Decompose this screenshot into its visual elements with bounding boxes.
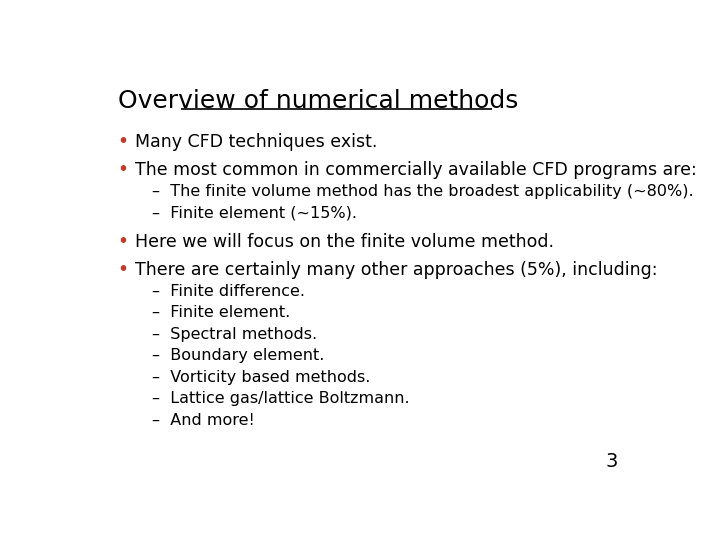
Text: –  The finite volume method has the broadest applicability (~80%).: – The finite volume method has the broad…: [152, 184, 693, 199]
Text: •: •: [117, 160, 128, 179]
Text: 3: 3: [606, 453, 618, 471]
Text: •: •: [117, 232, 128, 252]
Text: –  Finite element.: – Finite element.: [152, 305, 290, 320]
Text: –  Finite difference.: – Finite difference.: [152, 284, 305, 299]
Text: •: •: [117, 260, 128, 279]
Text: –  Spectral methods.: – Spectral methods.: [152, 327, 317, 342]
Text: –  And more!: – And more!: [152, 413, 255, 428]
Text: •: •: [117, 132, 128, 151]
Text: Overview of numerical methods: Overview of numerical methods: [118, 90, 518, 113]
Text: Many CFD techniques exist.: Many CFD techniques exist.: [135, 133, 377, 151]
Text: –  Finite element (~15%).: – Finite element (~15%).: [152, 205, 357, 220]
Text: –  Vorticity based methods.: – Vorticity based methods.: [152, 370, 370, 385]
Text: –  Lattice gas/lattice Boltzmann.: – Lattice gas/lattice Boltzmann.: [152, 392, 410, 407]
Text: There are certainly many other approaches (5%), including:: There are certainly many other approache…: [135, 261, 657, 279]
Text: Here we will focus on the finite volume method.: Here we will focus on the finite volume …: [135, 233, 554, 251]
Text: –  Boundary element.: – Boundary element.: [152, 348, 325, 363]
Text: The most common in commercially available CFD programs are:: The most common in commercially availabl…: [135, 160, 697, 179]
